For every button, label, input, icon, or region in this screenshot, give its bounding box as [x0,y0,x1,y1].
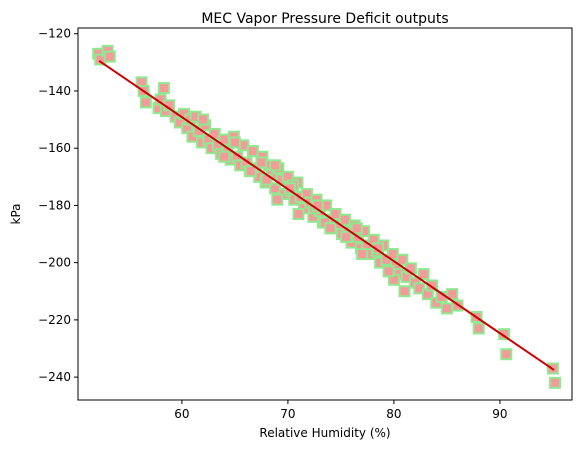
data-point [386,248,399,261]
x-axis-ticks: 60 70 80 90 [174,400,508,421]
plot-frame [77,27,573,401]
x-tick-label: 90 [492,407,507,421]
x-tick-label: 70 [280,407,295,421]
data-point [253,170,266,183]
y-tick-label: −200 [38,256,71,270]
y-tick-label: −180 [38,198,71,212]
y-tick-label: −120 [38,27,71,41]
x-tick-label: 60 [174,407,189,421]
x-axis-label: Relative Humidity (%) [259,426,390,440]
data-point [435,290,448,303]
chart-title: MEC Vapor Pressure Deficit outputs [201,11,448,27]
data-point [398,285,411,298]
data-point [364,248,377,261]
data-point [350,222,363,235]
fit-line-layer [98,60,555,371]
data-point [284,182,297,195]
data-point [380,253,393,266]
data-point [271,193,284,206]
data-point [324,222,337,235]
y-tick-label: −220 [38,313,71,327]
data-point [549,376,562,389]
data-point [417,268,430,281]
y-tick-label: −240 [38,370,71,384]
data-point [228,136,241,149]
data-point [292,208,305,220]
data-point [246,145,259,158]
y-tick-label: −140 [38,84,71,98]
data-point [244,165,257,178]
data-point [163,99,176,112]
data-point [396,253,409,266]
data-point [382,265,395,278]
data-point [103,50,116,63]
data-point [339,213,352,226]
data-point [218,133,231,146]
data-point [440,302,453,315]
data-point [356,248,369,261]
data-point [157,82,170,95]
fit-line [98,60,555,371]
data-points [92,44,562,389]
data-point [340,230,353,243]
y-tick-label: −160 [38,141,71,155]
data-point [446,288,459,301]
data-point [197,113,210,126]
data-point [500,348,513,361]
y-axis-label: kPa [9,204,23,225]
y-axis-ticks: −120 −140 −160 −180 −200 −220 −240 [38,27,78,384]
x-tick-label: 80 [386,407,401,421]
data-point [329,208,342,220]
data-point [269,159,282,172]
data-point [218,150,231,163]
data-point [139,96,152,109]
data-point [255,156,268,169]
data-point [472,322,485,335]
data-point [181,122,194,135]
